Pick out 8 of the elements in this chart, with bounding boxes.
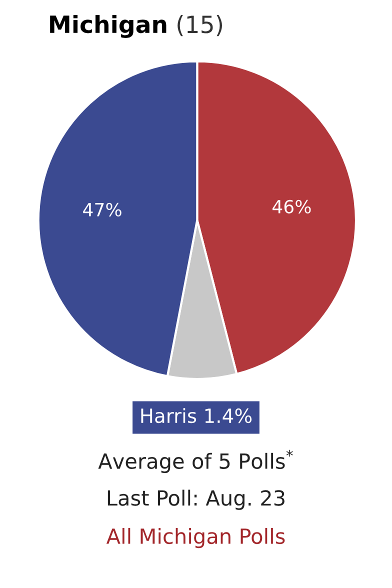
data-label: 47% xyxy=(83,202,122,216)
text: Harris 1.4% xyxy=(141,408,252,424)
chart-subtitle: (15) xyxy=(178,15,222,36)
data-label: 46% xyxy=(272,200,311,214)
text: Last Poll: Aug. 23 xyxy=(108,490,284,510)
text: Average of 5 Polls$^{*}$ xyxy=(98,450,293,474)
chart-title: Michigan xyxy=(50,14,166,38)
text: All Michigan Polls xyxy=(106,528,285,548)
